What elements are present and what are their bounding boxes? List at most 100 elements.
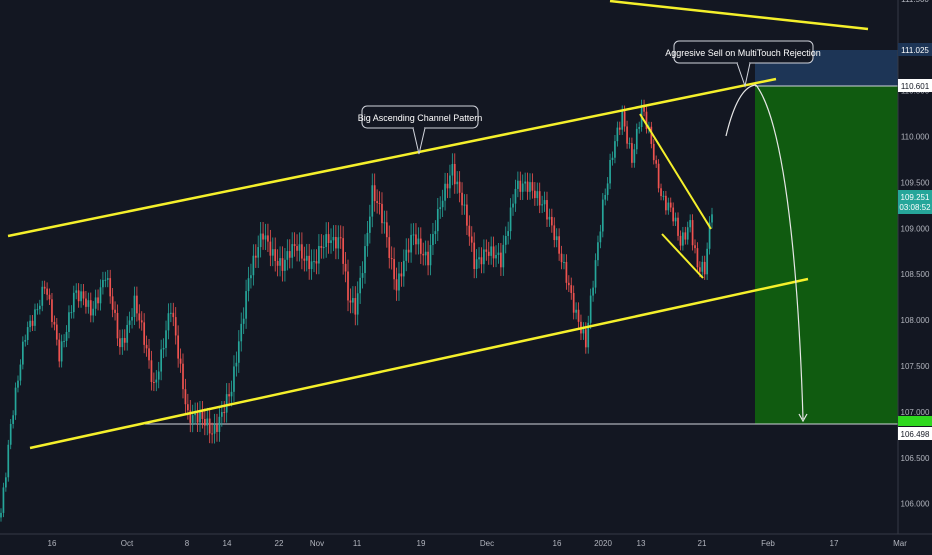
candle-body xyxy=(504,235,507,245)
candle-body xyxy=(458,181,461,193)
candle-body xyxy=(165,330,167,348)
candle-body xyxy=(339,237,342,239)
entry-price-label: 110.601 xyxy=(901,82,930,91)
candle-body xyxy=(371,185,374,217)
candle-body xyxy=(99,287,102,304)
wedge-lower-trendline[interactable] xyxy=(661,233,704,279)
candle-body xyxy=(352,298,354,303)
candle-body xyxy=(609,160,611,184)
candle-body xyxy=(538,191,541,206)
candle-body xyxy=(106,278,109,280)
x-tick-label: Mar xyxy=(893,539,907,548)
candle-body xyxy=(279,258,281,266)
candle-body xyxy=(589,295,592,323)
candle-body xyxy=(245,291,247,319)
annotation-sell[interactable]: Aggresive Sell on MultiTouch Rejection xyxy=(665,40,821,88)
candle-body xyxy=(264,235,267,240)
candle-body xyxy=(65,331,68,341)
price-axis[interactable]: 111.500110.500110.000109.500109.000108.5… xyxy=(897,0,932,555)
candle-body xyxy=(407,249,410,253)
candle-body xyxy=(136,295,138,314)
candle-body xyxy=(148,348,150,361)
candle-body xyxy=(361,273,364,278)
stop-price-label: 106.498 xyxy=(901,430,930,439)
candle-body xyxy=(288,251,291,258)
candle-body xyxy=(58,339,61,362)
candle-body xyxy=(526,181,529,192)
candle-body xyxy=(179,358,182,364)
candle-body xyxy=(405,249,408,261)
candle-body xyxy=(570,285,573,294)
candle-body xyxy=(269,241,272,256)
candle-body xyxy=(536,191,539,199)
candle-body xyxy=(293,244,296,247)
candle-body xyxy=(565,261,568,283)
candle-body xyxy=(85,298,87,307)
candle-body xyxy=(684,232,687,240)
candle-body xyxy=(691,220,694,246)
candle-body xyxy=(711,214,713,223)
candle-body xyxy=(347,271,349,301)
candle-body xyxy=(12,415,14,424)
candle-body xyxy=(696,248,699,268)
target-price-badge xyxy=(898,43,932,56)
candle-body xyxy=(534,190,536,199)
y-tick-label: 109.000 xyxy=(901,224,930,233)
candle-body xyxy=(669,202,672,208)
annotation-sell-text: Aggresive Sell on MultiTouch Rejection xyxy=(665,48,821,58)
candle-body xyxy=(213,424,216,434)
candle-body xyxy=(398,273,400,291)
candle-body xyxy=(189,410,192,423)
candle-body xyxy=(322,247,325,249)
candle-body xyxy=(102,279,104,288)
candle-body xyxy=(682,232,684,246)
candle-body xyxy=(191,415,194,423)
candle-body xyxy=(342,238,345,264)
candle-body xyxy=(422,253,425,256)
candle-body xyxy=(89,300,92,316)
candle-body xyxy=(674,217,677,222)
candle-body xyxy=(240,323,243,342)
candle-body xyxy=(490,246,493,256)
candle-body xyxy=(128,320,131,325)
candle-body xyxy=(575,309,577,313)
candle-body xyxy=(424,251,427,256)
candle-body xyxy=(594,260,597,288)
candle-body xyxy=(529,182,531,192)
annotation-channel[interactable]: Big Ascending Channel Pattern xyxy=(358,105,483,155)
x-tick-label: Nov xyxy=(310,539,324,548)
candle-body xyxy=(466,204,468,226)
y-tick-label: 106.500 xyxy=(901,454,930,463)
candle-body xyxy=(267,235,269,242)
candle-body xyxy=(436,208,439,232)
candle-body xyxy=(616,127,619,142)
projection-up-path xyxy=(725,84,757,137)
candle-body xyxy=(381,203,383,224)
channel-lower-trendline[interactable] xyxy=(29,277,809,450)
candle-body xyxy=(82,291,85,299)
candle-body xyxy=(206,418,209,426)
candle-body xyxy=(60,341,63,362)
candle-body xyxy=(291,244,294,258)
candle-body xyxy=(252,255,255,276)
candle-body xyxy=(686,227,689,240)
candle-body xyxy=(162,347,165,350)
candle-body xyxy=(301,244,303,259)
upper-resistance-trendline[interactable] xyxy=(609,0,869,31)
candle-body xyxy=(548,216,551,220)
candle-body xyxy=(354,298,357,315)
candle-body xyxy=(699,267,701,272)
time-axis[interactable]: 16 Oct 8 14 22 Nov 11 19 Dec 16 2020 13 21 Feb 17 Mar xyxy=(0,533,932,550)
x-tick-label: 16 xyxy=(48,539,57,548)
wedge-upper-trendline[interactable] xyxy=(639,113,712,230)
candle-body xyxy=(393,259,395,280)
candle-body xyxy=(402,260,405,277)
candle-body xyxy=(492,246,495,259)
candle-body xyxy=(582,329,585,334)
candle-body xyxy=(373,185,376,202)
channel-upper-trendline[interactable] xyxy=(7,77,777,238)
y-tick-label: 107.500 xyxy=(901,362,930,371)
candle-body xyxy=(475,259,478,269)
